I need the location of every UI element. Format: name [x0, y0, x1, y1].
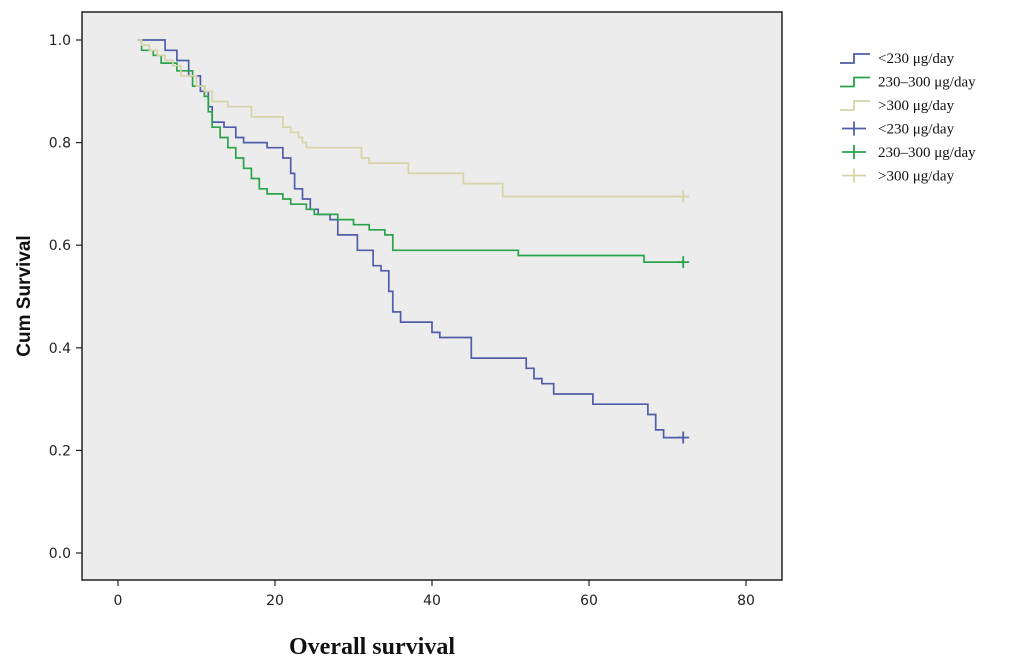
- legend-item-1: <230 μg/day: [840, 51, 955, 67]
- y-tick-label: 1.0: [49, 33, 71, 49]
- legend-label: 230–300 μg/day: [878, 145, 976, 161]
- x-tick-label: 40: [423, 593, 441, 609]
- legend-swatch-step: [840, 53, 870, 64]
- legend-label: >300 μg/day: [878, 169, 955, 185]
- legend-label: <230 μg/day: [878, 51, 955, 67]
- x-axis-title: Overall survival: [289, 634, 455, 660]
- y-tick-label: 0.8: [49, 136, 71, 152]
- legend-swatch-step: [840, 100, 870, 111]
- censor-mark-3: [677, 190, 690, 203]
- legend-item-5: 230–300 μg/day: [842, 145, 976, 161]
- y-tick-label: 0.6: [49, 238, 71, 254]
- series-line-2: [137, 39, 684, 263]
- y-tick-label: 0.0: [49, 546, 71, 562]
- censor-mark-2: [677, 256, 690, 269]
- y-tick-label: 0.4: [49, 341, 71, 357]
- x-tick-label: 60: [580, 593, 598, 609]
- series-layer: [137, 39, 690, 444]
- x-tick-label: 20: [266, 593, 284, 609]
- y-tick-label: 0.2: [49, 443, 71, 459]
- legend-item-6: >300 μg/day: [842, 168, 955, 185]
- legend-item-2: 230–300 μg/day: [840, 75, 976, 91]
- x-tick-label: 80: [737, 593, 755, 609]
- series-line-3: [137, 39, 684, 198]
- legend-swatch-step: [840, 76, 870, 88]
- y-axis-title: Cum Survival: [14, 235, 35, 356]
- y-axis: 0.0 0.2 0.4 0.6 0.8 1.0: [49, 33, 82, 562]
- legend-item-3: >300 μg/day: [840, 98, 955, 114]
- x-axis: 0 20 40 60 80: [114, 580, 755, 609]
- legend: <230 μg/day 230–300 μg/day >300 μg/day <230…: [840, 51, 976, 185]
- legend-label: 230–300 μg/day: [878, 75, 976, 91]
- legend-label: <230 μg/day: [878, 122, 955, 138]
- censor-mark-1: [677, 431, 690, 444]
- plot-area: [81, 11, 783, 581]
- legend-item-4: <230 μg/day: [842, 121, 955, 138]
- x-tick-label: 0: [114, 593, 123, 609]
- legend-label: >300 μg/day: [878, 98, 955, 114]
